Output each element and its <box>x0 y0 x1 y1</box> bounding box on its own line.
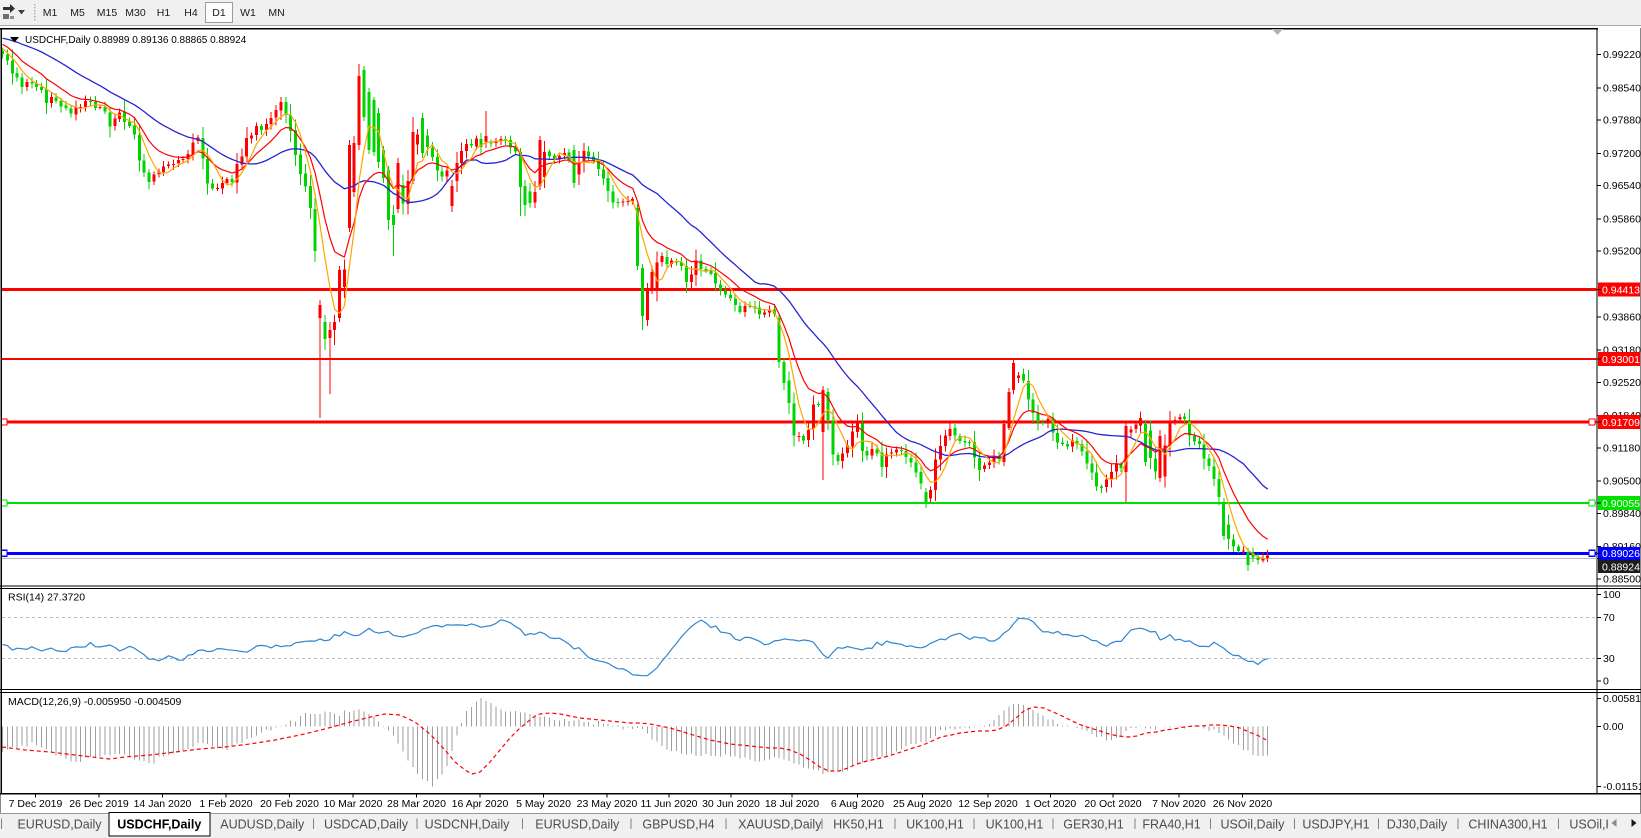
svg-text:USDCNH,Daily: USDCNH,Daily <box>425 818 510 832</box>
svg-text:DJ30,Daily: DJ30,Daily <box>1387 818 1448 832</box>
svg-text:70: 70 <box>1603 612 1615 624</box>
svg-text:0.91709: 0.91709 <box>1602 417 1640 429</box>
svg-text:26 Dec 2019: 26 Dec 2019 <box>69 798 129 810</box>
svg-text:W1: W1 <box>240 7 256 19</box>
svg-text:0.88924: 0.88924 <box>1602 561 1640 573</box>
svg-text:USDJPY,H1: USDJPY,H1 <box>1302 818 1369 832</box>
svg-text:0.89840: 0.89840 <box>1603 508 1641 520</box>
svg-text:0.96540: 0.96540 <box>1603 180 1641 192</box>
svg-text:MN: MN <box>268 7 284 19</box>
svg-text:MACD(12,26,9) -0.005950 -0.004: MACD(12,26,9) -0.005950 -0.004509 <box>8 696 182 708</box>
svg-text:EURUSD,Daily: EURUSD,Daily <box>17 818 102 832</box>
svg-text:25 Aug 2020: 25 Aug 2020 <box>893 798 952 810</box>
svg-text:7 Dec 2019: 7 Dec 2019 <box>9 798 63 810</box>
svg-text:EURUSD,Daily: EURUSD,Daily <box>535 818 620 832</box>
svg-text:M15: M15 <box>97 7 118 19</box>
svg-text:USOil,Daily: USOil,Daily <box>1220 818 1285 832</box>
svg-text:CHINA300,H1: CHINA300,H1 <box>1468 818 1547 832</box>
svg-text:0.005818: 0.005818 <box>1603 693 1641 705</box>
svg-text:0.99220: 0.99220 <box>1603 49 1641 61</box>
svg-text:0.93001: 0.93001 <box>1602 354 1640 366</box>
svg-text:28 Mar 2020: 28 Mar 2020 <box>387 798 446 810</box>
svg-text:USDCHF,Daily 0.88989 0.89136: USDCHF,Daily 0.88989 0.89136 0.88865 0.8… <box>25 35 247 46</box>
svg-text:0.00: 0.00 <box>1603 721 1624 733</box>
svg-text:AUDUSD,Daily: AUDUSD,Daily <box>220 818 305 832</box>
svg-text:0.94413: 0.94413 <box>1602 285 1640 297</box>
svg-text:0.91180: 0.91180 <box>1603 442 1640 454</box>
svg-text:0.98540: 0.98540 <box>1603 82 1641 94</box>
svg-text:10 Mar 2020: 10 Mar 2020 <box>324 798 383 810</box>
svg-text:14 Jan 2020: 14 Jan 2020 <box>134 798 192 810</box>
svg-text:M30: M30 <box>125 7 146 19</box>
svg-text:18 Jul 2020: 18 Jul 2020 <box>765 798 819 810</box>
svg-text:100: 100 <box>1603 589 1621 601</box>
svg-text:0.89026: 0.89026 <box>1602 548 1640 560</box>
svg-text:USDCHF,Daily: USDCHF,Daily <box>117 818 201 832</box>
svg-text:GBPUSD,H4: GBPUSD,H4 <box>642 818 714 832</box>
svg-text:0.90055: 0.90055 <box>1602 498 1640 510</box>
svg-text:H4: H4 <box>184 7 198 19</box>
svg-text:FRA40,H1: FRA40,H1 <box>1142 818 1200 832</box>
svg-text:6 Aug 2020: 6 Aug 2020 <box>831 798 884 810</box>
svg-text:0.92520: 0.92520 <box>1603 377 1641 389</box>
svg-text:11 Jun 2020: 11 Jun 2020 <box>640 798 697 810</box>
svg-text:UK100,H1: UK100,H1 <box>986 818 1044 832</box>
svg-text:0.97880: 0.97880 <box>1603 115 1641 127</box>
svg-text:D1: D1 <box>212 7 226 19</box>
svg-text:RSI(14) 27.3720: RSI(14) 27.3720 <box>8 592 85 604</box>
svg-text:0.95200: 0.95200 <box>1603 246 1641 258</box>
svg-text:5 May 2020: 5 May 2020 <box>516 798 571 810</box>
svg-text:0: 0 <box>1603 676 1609 688</box>
svg-text:7 Nov 2020: 7 Nov 2020 <box>1152 798 1206 810</box>
svg-text:XAUUSD,Daily: XAUUSD,Daily <box>738 818 822 832</box>
svg-text:-0.011514: -0.011514 <box>1603 781 1641 793</box>
svg-text:HK50,H1: HK50,H1 <box>833 818 884 832</box>
svg-text:0.95860: 0.95860 <box>1603 213 1641 225</box>
svg-text:12 Sep 2020: 12 Sep 2020 <box>958 798 1018 810</box>
svg-text:23 May 2020: 23 May 2020 <box>577 798 638 810</box>
svg-text:30: 30 <box>1603 653 1615 665</box>
svg-text:UK100,H1: UK100,H1 <box>906 818 964 832</box>
svg-text:26 Nov 2020: 26 Nov 2020 <box>1213 798 1273 810</box>
svg-text:16 Apr 2020: 16 Apr 2020 <box>452 798 509 810</box>
svg-text:20 Oct 2020: 20 Oct 2020 <box>1084 798 1141 810</box>
svg-text:20 Feb 2020: 20 Feb 2020 <box>260 798 319 810</box>
svg-text:30 Jun 2020: 30 Jun 2020 <box>702 798 760 810</box>
svg-text:0.88500: 0.88500 <box>1603 574 1641 586</box>
svg-text:0.97200: 0.97200 <box>1603 148 1641 160</box>
svg-text:M1: M1 <box>43 7 58 19</box>
svg-text:1 Feb 2020: 1 Feb 2020 <box>199 798 252 810</box>
svg-text:H1: H1 <box>157 7 171 19</box>
svg-text:GER30,H1: GER30,H1 <box>1063 818 1123 832</box>
svg-text:0.93860: 0.93860 <box>1603 311 1641 323</box>
svg-text:1 Oct 2020: 1 Oct 2020 <box>1025 798 1077 810</box>
svg-text:M5: M5 <box>70 7 85 19</box>
svg-text:0.90500: 0.90500 <box>1603 476 1641 488</box>
svg-text:USDCAD,Daily: USDCAD,Daily <box>324 818 409 832</box>
